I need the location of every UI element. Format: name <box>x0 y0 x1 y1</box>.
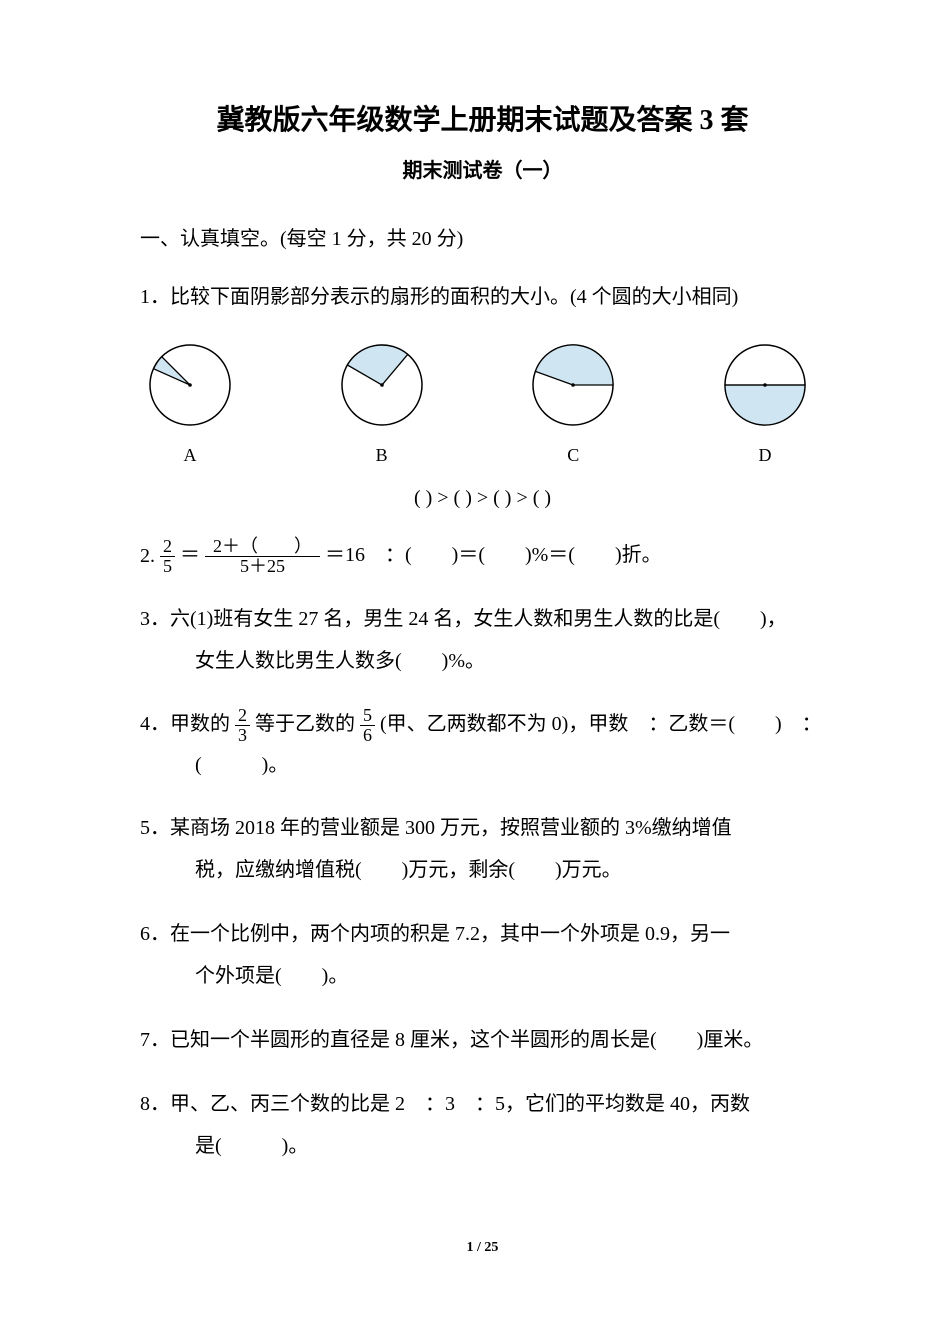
q8-l1: 8．甲、乙、丙三个数的比是 2 ：3 ：5，它们的平均数是 40，丙数 <box>140 1083 825 1125</box>
q4-f1d: 3 <box>235 726 250 745</box>
question-2: 2. 2 5 ＝ 2＋（ ） 5＋25 ＝16 ：( )＝( )%＝( )折。 <box>140 535 825 576</box>
figure-D: D <box>715 340 815 469</box>
page-subtitle: 期末测试卷（一） <box>140 156 825 186</box>
q4-f2n: 5 <box>360 706 375 726</box>
q4-l2: ( )。 <box>140 745 825 785</box>
page-title: 冀教版六年级数学上册期末试题及答案 3 套 <box>140 100 825 142</box>
q3-l1: 3．六(1)班有女生 27 名，男生 24 名，女生人数和男生人数的比是( )， <box>140 598 825 640</box>
question-5: 5．某商场 2018 年的营业额是 300 万元，按照营业额的 3%缴纳增值 税… <box>140 807 825 891</box>
q4-f2d: 6 <box>360 726 375 745</box>
q2-tail: ＝16 ：( )＝( )%＝( )折。 <box>325 544 662 566</box>
q4-mid: 等于乙数的 <box>255 713 355 735</box>
figure-D-label: D <box>715 442 815 469</box>
q8-l2: 是( )。 <box>140 1125 825 1167</box>
question-1-text: 1．比较下面阴影部分表示的扇形的面积的大小。(4 个圆的大小相同) <box>140 276 825 318</box>
question-2-prefix: 2. <box>140 536 155 576</box>
question-1-ordering: ( ) > ( ) > ( ) > ( ) <box>140 483 825 513</box>
question-4: 4．甲数的 2 3 等于乙数的 5 6 (甲、乙两数都不为 0)，甲数 ：乙数＝… <box>140 704 825 785</box>
figure-A: A <box>140 340 240 469</box>
question-7: 7．已知一个半圆形的直径是 8 厘米，这个半圆形的周长是( )厘米。 <box>140 1019 825 1061</box>
q4-pre: 4．甲数的 <box>140 713 230 735</box>
q6-l1: 6．在一个比例中，两个内项的积是 7.2，其中一个外项是 0.9，另一 <box>140 913 825 955</box>
question-1-figures: A B C D <box>140 340 825 469</box>
q5-l1: 5．某商场 2018 年的营业额是 300 万元，按照营业额的 3%缴纳增值 <box>140 807 825 849</box>
question-8: 8．甲、乙、丙三个数的比是 2 ：3 ：5，它们的平均数是 40，丙数 是( )… <box>140 1083 825 1167</box>
q4-tail: (甲、乙两数都不为 0)，甲数 ：乙数＝( ) ： <box>380 713 822 735</box>
question-6: 6．在一个比例中，两个内项的积是 7.2，其中一个外项是 0.9，另一 个外项是… <box>140 913 825 997</box>
figure-B: B <box>332 340 432 469</box>
figure-C: C <box>523 340 623 469</box>
q2-frac2-num: 2＋（ ） <box>205 537 320 557</box>
section-heading: 一、认真填空。(每空 1 分，共 20 分) <box>140 224 825 254</box>
page-footer: 1 / 25 <box>140 1237 825 1258</box>
q6-l2: 个外项是( )。 <box>140 955 825 997</box>
q2-frac1-num: 2 <box>160 537 175 557</box>
q3-l2: 女生人数比男生人数多( )%。 <box>140 640 825 682</box>
figure-A-label: A <box>140 442 240 469</box>
q2-frac1-den: 5 <box>160 557 175 576</box>
q2-frac2-den: 5＋25 <box>205 557 320 576</box>
figure-C-label: C <box>523 442 623 469</box>
q2-eq1: ＝ <box>180 544 200 566</box>
figure-B-label: B <box>332 442 432 469</box>
question-3: 3．六(1)班有女生 27 名，男生 24 名，女生人数和男生人数的比是( )，… <box>140 598 825 682</box>
q4-f1n: 2 <box>235 706 250 726</box>
q5-l2: 税，应缴纳增值税( )万元，剩余( )万元。 <box>140 849 825 891</box>
